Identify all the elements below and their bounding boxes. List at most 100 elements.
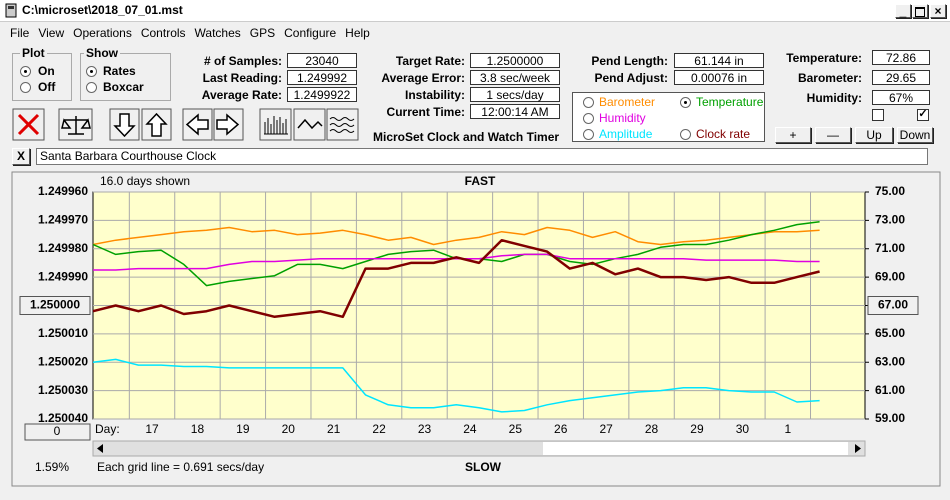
field-value[interactable]: 23040 bbox=[287, 53, 357, 68]
field-value[interactable]: 1.2500000 bbox=[470, 53, 560, 68]
bars-button[interactable] bbox=[259, 108, 292, 141]
app-icon bbox=[5, 3, 17, 18]
field-label: Pend Length: bbox=[591, 54, 668, 68]
menu-item[interactable]: Operations bbox=[73, 26, 132, 40]
field-value[interactable]: 1 secs/day bbox=[470, 87, 560, 102]
legend-radio[interactable] bbox=[583, 129, 594, 140]
y2-tick-label: 73.00 bbox=[875, 213, 905, 227]
legend-label[interactable]: Humidity bbox=[599, 111, 646, 125]
slow-label: SLOW bbox=[465, 460, 502, 474]
field-value[interactable]: 0.00076 in bbox=[674, 70, 764, 85]
group-title: Show bbox=[84, 46, 120, 60]
scrollbar-track[interactable] bbox=[543, 442, 848, 455]
y-tick-label: 1.249970 bbox=[38, 213, 88, 227]
field-value[interactable]: 12:00:14 AM bbox=[470, 104, 560, 119]
menu-item[interactable]: Configure bbox=[284, 26, 337, 40]
close-clock-button[interactable]: X bbox=[12, 148, 30, 165]
y2-tick-label[interactable]: 67.00 bbox=[878, 298, 908, 312]
field-value[interactable]: 3.8 sec/week bbox=[470, 70, 560, 85]
series-line bbox=[92, 358, 820, 413]
radio-label[interactable]: Rates bbox=[103, 64, 136, 78]
menu-item[interactable]: Watches bbox=[194, 26, 241, 40]
x-tick-label: 21 bbox=[327, 422, 341, 436]
menu-item[interactable]: View bbox=[38, 26, 65, 40]
field-value[interactable]: 29.65 bbox=[872, 70, 930, 85]
y-tick-label: 1.250030 bbox=[38, 383, 88, 397]
radio[interactable] bbox=[86, 82, 97, 93]
checkbox-checked[interactable]: ✓ bbox=[917, 108, 929, 121]
x-tick-label: 30 bbox=[736, 422, 750, 436]
field-label: Average Error: bbox=[381, 71, 465, 85]
field-label: Last Reading: bbox=[202, 71, 282, 85]
legend-radio[interactable] bbox=[583, 97, 594, 108]
series-selector bbox=[572, 92, 765, 142]
x-tick-label: 23 bbox=[418, 422, 432, 436]
series-line bbox=[92, 226, 820, 246]
down-button[interactable]: Down bbox=[897, 127, 933, 143]
field-value[interactable]: 67% bbox=[872, 90, 930, 105]
legend-label[interactable]: Temperature bbox=[696, 95, 764, 109]
legend-radio[interactable] bbox=[680, 97, 691, 108]
scale-button[interactable] bbox=[58, 108, 93, 141]
legend-label[interactable]: Barometer bbox=[599, 95, 656, 109]
y-tick-label[interactable]: 1.250000 bbox=[30, 298, 80, 312]
legend-label[interactable]: Amplitude bbox=[599, 127, 653, 141]
legend-label[interactable]: Clock rate bbox=[696, 127, 751, 141]
offset-button-label[interactable]: 0 bbox=[54, 424, 61, 438]
menu-item[interactable]: Controls bbox=[140, 26, 186, 40]
fast-label: FAST bbox=[465, 174, 496, 188]
maximize-button[interactable] bbox=[912, 4, 928, 18]
series-line bbox=[92, 238, 820, 319]
x-tick-label: 1 bbox=[784, 422, 791, 436]
left-tick-button[interactable] bbox=[19, 296, 91, 315]
right-tick-button[interactable] bbox=[867, 296, 919, 315]
clock-name-field[interactable]: Santa Barbara Courthouse Clock bbox=[36, 148, 928, 165]
close-window-button[interactable]: × bbox=[930, 4, 946, 18]
radio-label[interactable]: On bbox=[38, 64, 55, 78]
group-title: Plot bbox=[20, 46, 47, 60]
waves-button[interactable] bbox=[326, 108, 359, 141]
radio[interactable] bbox=[86, 66, 97, 77]
radio[interactable] bbox=[20, 66, 31, 77]
status-label: 1.59% bbox=[35, 460, 69, 474]
y-tick-label: 1.249960 bbox=[38, 184, 88, 198]
checkbox[interactable] bbox=[872, 109, 884, 121]
chart: 16.0 days shown FAST Day: 0 1.59% Each g… bbox=[11, 171, 941, 487]
field-label: Instability: bbox=[404, 88, 465, 102]
y2-tick-label: 71.00 bbox=[875, 241, 905, 255]
menu-item[interactable]: File bbox=[10, 26, 30, 40]
clear-button[interactable] bbox=[12, 108, 45, 141]
right-arrow-button[interactable] bbox=[213, 108, 244, 141]
field-label: Pend Adjust: bbox=[594, 71, 668, 85]
x-tick-label: 26 bbox=[554, 422, 568, 436]
up-button[interactable]: Up bbox=[855, 127, 893, 143]
legend-radio[interactable] bbox=[583, 113, 594, 124]
x-tick-label: 22 bbox=[372, 422, 386, 436]
y-tick-label: 1.250040 bbox=[38, 411, 88, 425]
y-tick-label: 1.250010 bbox=[38, 326, 88, 340]
field-value[interactable]: 1.249992 bbox=[287, 70, 357, 85]
y-tick-label: 1.250020 bbox=[38, 354, 88, 368]
x-tick-label: 18 bbox=[191, 422, 205, 436]
menu-item[interactable]: Help bbox=[345, 26, 370, 40]
field-value[interactable]: 72.86 bbox=[872, 50, 930, 65]
menu-item[interactable]: GPS bbox=[249, 26, 276, 40]
up-arrow-button[interactable] bbox=[141, 108, 172, 141]
radio-label[interactable]: Boxcar bbox=[103, 80, 144, 94]
minimize-button[interactable]: _ bbox=[895, 4, 911, 18]
left-arrow-button[interactable] bbox=[182, 108, 213, 141]
legend-radio[interactable] bbox=[680, 129, 691, 140]
line-button[interactable] bbox=[293, 108, 326, 141]
down-arrow-button[interactable] bbox=[109, 108, 140, 141]
x-tick-label: 19 bbox=[236, 422, 250, 436]
field-value[interactable]: 61.144 in bbox=[674, 53, 764, 68]
plus-button[interactable]: + bbox=[775, 127, 811, 143]
radio[interactable] bbox=[20, 82, 31, 93]
offset-button[interactable] bbox=[24, 423, 91, 441]
minus-button[interactable]: — bbox=[815, 127, 851, 143]
field-value[interactable]: 1.2499922 bbox=[287, 87, 357, 102]
x-tick-label: 24 bbox=[463, 422, 477, 436]
field-label: Barometer: bbox=[797, 71, 862, 85]
radio-label[interactable]: Off bbox=[38, 80, 56, 94]
